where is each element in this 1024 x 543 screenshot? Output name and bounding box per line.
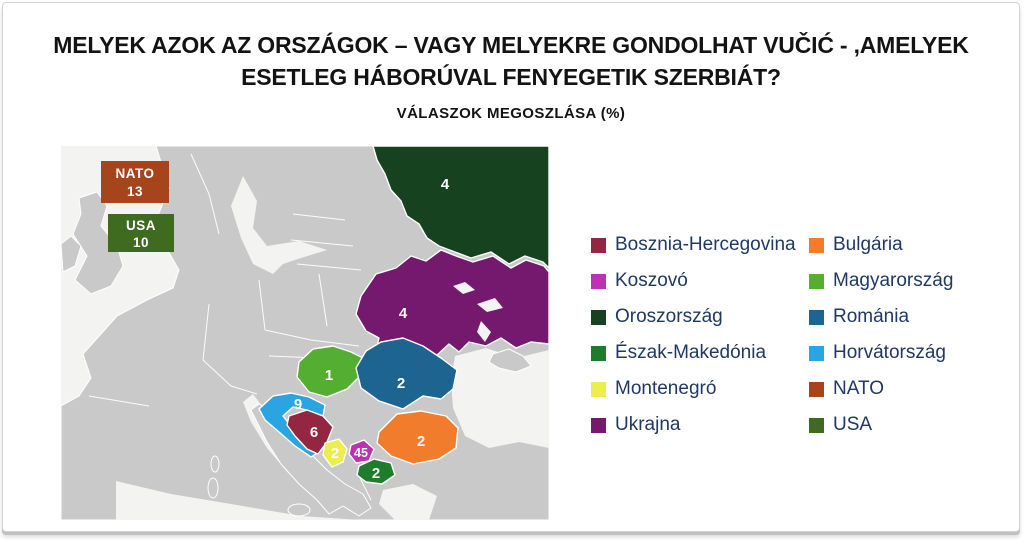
- legend-label: Bosznia-Hercegovina: [615, 234, 796, 255]
- legend-swatch-croatia-icon: [809, 345, 824, 361]
- usa-box-label: USA: [126, 218, 156, 233]
- sea-black-sea: [451, 348, 549, 448]
- legend-swatch-kosovo-icon: [591, 273, 606, 289]
- map-value-montenegro: 2: [331, 445, 339, 462]
- land-sicily: [287, 503, 311, 517]
- usa-box-value: 10: [133, 235, 149, 250]
- chart-subtitle: VÁLASZOK MEGOSZLÁSA (%): [396, 105, 626, 122]
- legend-label: NATO: [833, 378, 885, 399]
- legend: Bosznia-Hercegovina Bulgária Koszovó Mag…: [591, 227, 1009, 443]
- legend-label: Oroszország: [615, 306, 723, 327]
- map-value-ukraine: 4: [399, 305, 408, 322]
- legend-swatch-bosnia-icon: [591, 237, 606, 253]
- country-montenegro: [322, 438, 348, 468]
- map-value-romania: 2: [397, 375, 405, 392]
- map-value-russia: 4: [441, 176, 450, 193]
- land-great-britain: [72, 191, 124, 295]
- land-crimea: [488, 348, 532, 373]
- page-title-line1: MELYEK AZOK AZ ORSZÁGOK – VAGY MELYEKRE …: [53, 32, 969, 58]
- country-bulgaria: [376, 410, 459, 465]
- legend-swatch-north-macedonia-icon: [591, 345, 606, 361]
- legend-item-ukraine: Ukrajna: [591, 414, 809, 436]
- legend-swatch-hungary-icon: [809, 273, 824, 289]
- land-sardinia: [207, 477, 219, 499]
- map-value-north-macedonia: 2: [372, 465, 380, 482]
- page-title-line2: ESETLEG HÁBORÚVAL FENYEGETIK SZERBIÁT?: [241, 64, 781, 90]
- legend-label: Románia: [833, 306, 910, 327]
- europe-map: NATO 13 USA 10 4 4 1 2 2 9 6 2 45 2: [60, 145, 550, 521]
- country-russia: [372, 145, 550, 269]
- legend-item-nato: NATO: [809, 378, 1009, 400]
- country-bosnia: [286, 409, 334, 455]
- sea-aegean: [379, 484, 437, 520]
- legend-item-bosnia: Bosznia-Hercegovina: [591, 234, 809, 256]
- usa-box: [108, 214, 174, 252]
- europe-map-svg: NATO 13 USA 10 4 4 1 2 2 9 6 2 45 2: [60, 145, 550, 521]
- river-dnieper-1: [453, 282, 475, 294]
- land-ireland: [60, 235, 82, 273]
- legend-item-montenegro: Montenegró: [591, 378, 809, 400]
- legend-label: Ukrajna: [615, 414, 681, 435]
- legend-swatch-bulgaria-icon: [809, 237, 824, 253]
- map-value-croatia: 9: [294, 396, 302, 413]
- legend-item-russia: Oroszország: [591, 306, 809, 328]
- legend-swatch-russia-icon: [591, 309, 606, 325]
- legend-item-hungary: Magyarország: [809, 270, 1009, 292]
- country-croatia: [258, 392, 326, 458]
- country-north-macedonia: [356, 458, 396, 485]
- legend-label: Koszovó: [615, 270, 688, 291]
- chart-header: MELYEK AZOK AZ ORSZÁGOK – VAGY MELYEKRE …: [3, 29, 1019, 122]
- legend-item-croatia: Horvátország: [809, 342, 1009, 364]
- river-dnieper-3: [477, 321, 491, 342]
- legend-item-kosovo: Koszovó: [591, 270, 809, 292]
- legend-label: Montenegró: [615, 378, 717, 399]
- legend-label: Észak-Makedónia: [615, 342, 767, 363]
- sea-mediterranean: [116, 481, 361, 520]
- legend-swatch-nato-icon: [809, 381, 824, 397]
- legend-swatch-montenegro-icon: [591, 381, 606, 397]
- legend-item-usa: USA: [809, 414, 1009, 436]
- legend-label: Horvátország: [833, 342, 946, 363]
- chart-card: MELYEK AZOK AZ ORSZÁGOK – VAGY MELYEKRE …: [2, 2, 1020, 532]
- legend-swatch-usa-icon: [809, 417, 824, 433]
- nato-box-label: NATO: [116, 166, 155, 181]
- legend-item-bulgaria: Bulgária: [809, 234, 1009, 256]
- nato-box: [101, 161, 169, 203]
- map-value-bosnia: 6: [310, 424, 318, 441]
- land-corsica: [210, 455, 220, 473]
- legend-label: Magyarország: [833, 270, 954, 291]
- legend-swatch-romania-icon: [809, 309, 824, 325]
- legend-label: USA: [833, 414, 873, 435]
- legend-label: Bulgária: [833, 234, 903, 255]
- nato-box-value: 13: [127, 184, 143, 199]
- map-value-hungary: 1: [325, 367, 333, 384]
- legend-item-romania: Románia: [809, 306, 1009, 328]
- sea-baltic: [231, 176, 327, 274]
- country-romania: [355, 337, 458, 410]
- legend-item-north-macedonia: Észak-Makedónia: [591, 342, 809, 364]
- river-dnieper-2: [477, 298, 503, 312]
- map-value-kosovo: 45: [354, 446, 368, 460]
- map-value-bulgaria: 2: [417, 433, 425, 450]
- legend-swatch-ukraine-icon: [591, 417, 606, 433]
